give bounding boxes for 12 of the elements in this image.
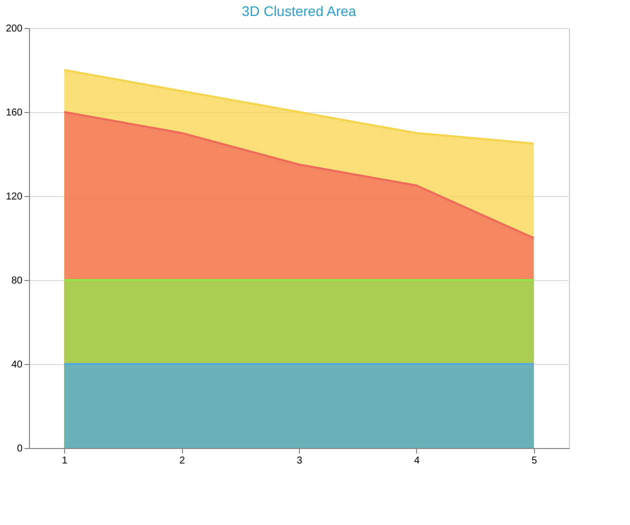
x-tick-label: 5	[532, 456, 538, 466]
y-tick-label: 200	[6, 24, 23, 34]
x-tick-label: 1	[62, 456, 68, 466]
y-tick-label: 40	[11, 360, 23, 370]
y-tick-label: 120	[6, 192, 23, 202]
x-tick-label: 2	[179, 456, 186, 466]
y-tick-label: 80	[11, 276, 23, 286]
x-tick-label: 4	[414, 456, 420, 466]
y-tick-label: 160	[6, 108, 23, 118]
chart-title: 3D Clustered Area	[242, 3, 356, 19]
x-tick-label: 3	[296, 456, 303, 466]
y-tick-label: 0	[16, 444, 23, 454]
